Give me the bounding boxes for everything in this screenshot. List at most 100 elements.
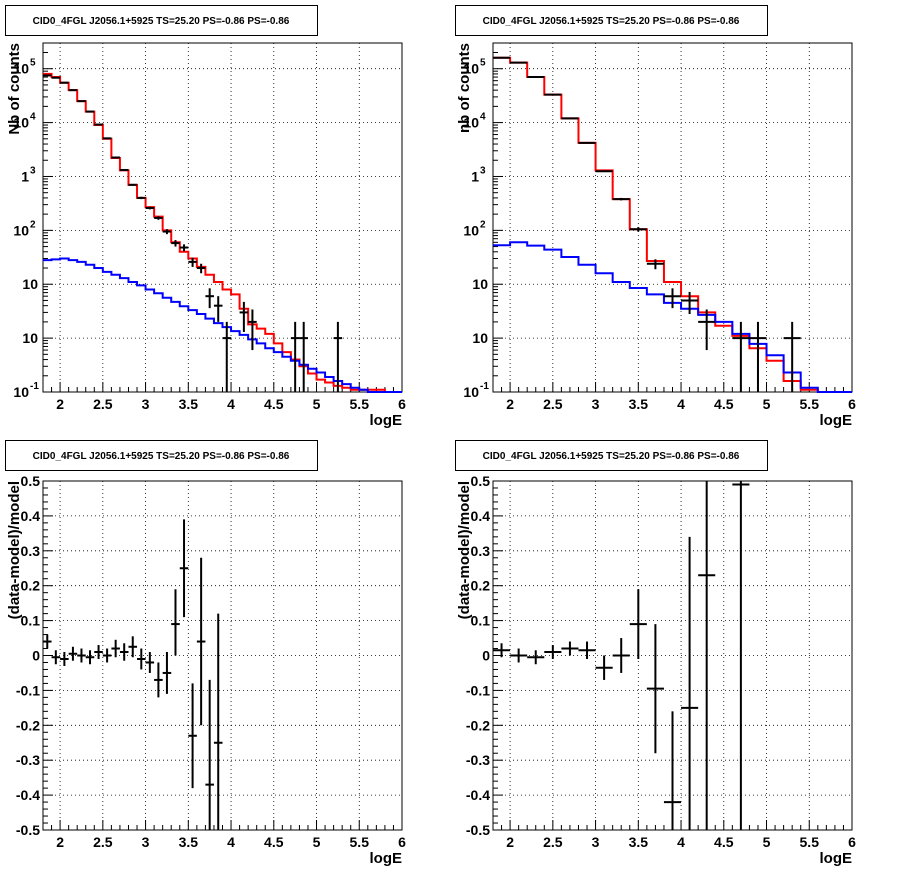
data-point bbox=[749, 321, 767, 392]
data-point bbox=[145, 206, 155, 210]
data-point bbox=[145, 652, 155, 673]
x-axis-title: logE bbox=[820, 412, 853, 429]
data-point bbox=[137, 648, 146, 670]
x-tick-label: 5.5 bbox=[800, 396, 820, 412]
y-tick-label: 10 bbox=[13, 222, 29, 238]
x-tick-label: 3.5 bbox=[179, 396, 199, 412]
data-point bbox=[102, 137, 112, 140]
y-tick-exponent: -1 bbox=[30, 381, 39, 392]
x-tick-label: 5 bbox=[763, 396, 771, 412]
y-tick-label: -0.2 bbox=[16, 717, 40, 733]
data-point bbox=[663, 711, 682, 830]
data-point bbox=[732, 481, 750, 830]
data-point bbox=[698, 309, 716, 351]
data-point bbox=[137, 196, 146, 200]
y-tick-label: 1 bbox=[471, 168, 479, 184]
y-tick-exponent: 5 bbox=[480, 58, 486, 69]
x-axis-title: logE bbox=[370, 850, 403, 867]
y-tick-label: 0 bbox=[482, 648, 490, 664]
data-point bbox=[333, 321, 343, 392]
data-point bbox=[527, 650, 545, 665]
x-axis-title: logE bbox=[820, 850, 853, 867]
data-point bbox=[94, 123, 103, 126]
data-point bbox=[681, 536, 699, 830]
data-point bbox=[493, 643, 511, 658]
x-tick-label: 6 bbox=[848, 834, 856, 850]
data-point bbox=[102, 648, 112, 663]
data-point bbox=[179, 519, 189, 618]
data-point bbox=[43, 634, 52, 649]
x-tick-label: 4.5 bbox=[264, 834, 284, 850]
y-axis-title: (data-model)/model bbox=[6, 481, 23, 619]
data-point bbox=[171, 240, 180, 247]
chart-title: CID0_4FGL J2056.1+5925 TS=25.20 PS=-0.86… bbox=[33, 451, 290, 462]
x-tick-label: 3 bbox=[592, 396, 600, 412]
y-tick-label: -0.3 bbox=[466, 752, 490, 768]
data-point bbox=[119, 168, 129, 171]
data-point bbox=[119, 643, 129, 661]
y-tick-label: 10 bbox=[463, 222, 479, 238]
y-tick-label: 0.1 bbox=[471, 613, 491, 629]
y-tick-label: 10 bbox=[22, 330, 38, 346]
y-tick-label: 1 bbox=[21, 168, 29, 184]
x-tick-label: 4 bbox=[677, 396, 685, 412]
y-axis-title: nb of counts bbox=[456, 43, 473, 133]
data-point bbox=[162, 229, 172, 235]
data-point bbox=[239, 301, 249, 332]
x-tick-label: 5.5 bbox=[800, 834, 820, 850]
y-tick-label: -0.2 bbox=[466, 717, 490, 733]
data-point bbox=[290, 321, 300, 392]
data-point bbox=[154, 662, 163, 698]
y-tick-label: 10 bbox=[463, 384, 479, 400]
data-point bbox=[629, 589, 647, 659]
y-tick-label: 0.2 bbox=[471, 578, 491, 594]
y-tick-exponent: 2 bbox=[480, 219, 486, 230]
data-point bbox=[646, 624, 664, 754]
y-tick-label: 0.5 bbox=[21, 473, 41, 489]
x-axis-title: logE bbox=[370, 412, 403, 429]
y-tick-label: 0.3 bbox=[471, 543, 491, 559]
data-point bbox=[510, 648, 528, 663]
data-point bbox=[783, 321, 801, 392]
x-tick-label: 5.5 bbox=[350, 834, 370, 850]
data-point bbox=[732, 321, 750, 392]
data-point bbox=[111, 156, 120, 159]
data-point bbox=[154, 216, 163, 220]
series-line bbox=[493, 241, 852, 393]
y-tick-exponent: 3 bbox=[30, 165, 36, 176]
y-tick-exponent: 3 bbox=[480, 165, 486, 176]
data-point bbox=[188, 683, 197, 789]
data-point bbox=[612, 197, 630, 201]
y-tick-label: 10 bbox=[13, 115, 29, 131]
y-tick-label: 10 bbox=[472, 276, 488, 292]
y-tick-label: -0.5 bbox=[466, 822, 490, 838]
data-point bbox=[77, 648, 86, 663]
data-point bbox=[578, 141, 596, 144]
data-point bbox=[698, 481, 716, 830]
data-point bbox=[85, 650, 95, 665]
data-point bbox=[60, 652, 69, 666]
data-point bbox=[213, 613, 223, 830]
y-tick-label: 0.1 bbox=[21, 613, 41, 629]
y-tick-label: -0.4 bbox=[16, 787, 40, 803]
data-point bbox=[629, 227, 647, 232]
chart-title: CID0_4FGL J2056.1+5925 TS=25.20 PS=-0.86… bbox=[33, 16, 290, 27]
data-point bbox=[111, 639, 120, 658]
data-point bbox=[128, 636, 138, 658]
x-tick-label: 2 bbox=[56, 834, 64, 850]
y-tick-exponent: -1 bbox=[480, 381, 489, 392]
y-tick-label: -0.4 bbox=[466, 787, 490, 803]
y-tick-label: -0.3 bbox=[16, 752, 40, 768]
counts-panel-right: CID0_4FGL J2056.1+5925 TS=25.20 PS=-0.86… bbox=[455, 5, 856, 429]
y-tick-label: 0.4 bbox=[21, 508, 41, 524]
x-tick-label: 6 bbox=[848, 396, 856, 412]
x-tick-label: 2.5 bbox=[543, 396, 563, 412]
data-point bbox=[561, 641, 579, 656]
residual-panel-right: CID0_4FGL J2056.1+5925 TS=25.20 PS=-0.86… bbox=[455, 440, 856, 867]
title-box bbox=[5, 5, 318, 36]
data-point bbox=[595, 170, 613, 173]
data-point bbox=[612, 638, 630, 673]
series-line bbox=[43, 257, 402, 393]
